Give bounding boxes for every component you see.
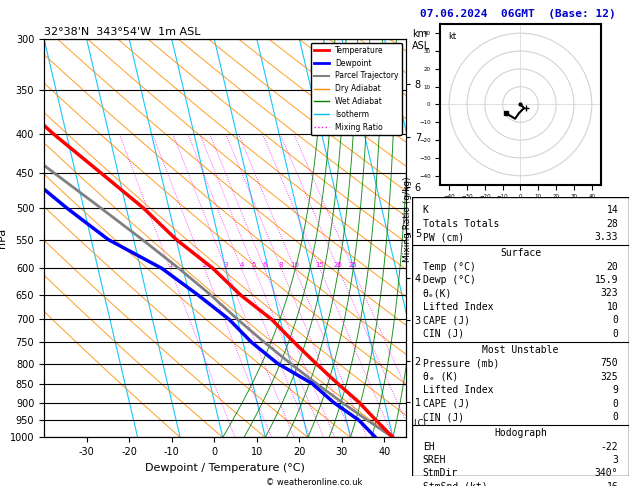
Text: Mixing Ratio (g/kg): Mixing Ratio (g/kg) — [403, 176, 412, 261]
Text: 16: 16 — [606, 482, 618, 486]
Text: EH: EH — [423, 442, 435, 451]
Text: 0: 0 — [612, 399, 618, 409]
Text: 14: 14 — [606, 205, 618, 215]
Text: 3: 3 — [223, 262, 228, 268]
Text: PW (cm): PW (cm) — [423, 232, 464, 242]
Legend: Temperature, Dewpoint, Parcel Trajectory, Dry Adiabat, Wet Adiabat, Isotherm, Mi: Temperature, Dewpoint, Parcel Trajectory… — [311, 43, 402, 135]
Text: 3.33: 3.33 — [594, 232, 618, 242]
Text: 10: 10 — [606, 302, 618, 312]
Text: LCL: LCL — [413, 419, 428, 428]
Text: 325: 325 — [601, 372, 618, 382]
Text: Totals Totals: Totals Totals — [423, 219, 499, 228]
Text: StmDir: StmDir — [423, 469, 458, 478]
Text: 4: 4 — [239, 262, 243, 268]
Text: 28: 28 — [606, 219, 618, 228]
Text: CIN (J): CIN (J) — [423, 412, 464, 422]
Text: 20: 20 — [333, 262, 343, 268]
Y-axis label: hPa: hPa — [0, 228, 7, 248]
Text: 1: 1 — [168, 262, 172, 268]
Text: kt: kt — [448, 32, 457, 41]
Text: Temp (°C): Temp (°C) — [423, 261, 476, 272]
Text: 32°38'N  343°54'W  1m ASL: 32°38'N 343°54'W 1m ASL — [44, 27, 201, 37]
Text: θₑ(K): θₑ(K) — [423, 289, 452, 298]
Text: CIN (J): CIN (J) — [423, 329, 464, 339]
Text: 8: 8 — [279, 262, 284, 268]
Text: 0: 0 — [612, 412, 618, 422]
Text: Lifted Index: Lifted Index — [423, 302, 493, 312]
Text: StmSpd (kt): StmSpd (kt) — [423, 482, 487, 486]
Text: θₑ (K): θₑ (K) — [423, 372, 458, 382]
Text: CAPE (J): CAPE (J) — [423, 315, 470, 325]
Text: 15.9: 15.9 — [594, 275, 618, 285]
Text: 0: 0 — [612, 329, 618, 339]
Text: km
ASL: km ASL — [412, 29, 430, 51]
Text: 340°: 340° — [594, 469, 618, 478]
Text: 10: 10 — [290, 262, 299, 268]
Text: Pressure (mb): Pressure (mb) — [423, 358, 499, 368]
Text: Hodograph: Hodograph — [494, 428, 547, 438]
Text: Lifted Index: Lifted Index — [423, 385, 493, 395]
Text: Surface: Surface — [500, 248, 541, 258]
Text: 0: 0 — [612, 315, 618, 325]
X-axis label: Dewpoint / Temperature (°C): Dewpoint / Temperature (°C) — [145, 463, 305, 473]
Text: 5: 5 — [252, 262, 256, 268]
Text: CAPE (J): CAPE (J) — [423, 399, 470, 409]
Text: 6: 6 — [262, 262, 267, 268]
Text: -22: -22 — [601, 442, 618, 451]
Text: 07.06.2024  06GMT  (Base: 12): 07.06.2024 06GMT (Base: 12) — [420, 9, 616, 19]
Text: SREH: SREH — [423, 455, 447, 465]
Text: 3: 3 — [612, 455, 618, 465]
Text: K: K — [423, 205, 429, 215]
Text: 323: 323 — [601, 289, 618, 298]
Text: 20: 20 — [606, 261, 618, 272]
Text: 25: 25 — [348, 262, 357, 268]
Text: 2: 2 — [203, 262, 207, 268]
Text: Most Unstable: Most Unstable — [482, 345, 559, 355]
Text: 9: 9 — [612, 385, 618, 395]
Text: 750: 750 — [601, 358, 618, 368]
Text: 15: 15 — [315, 262, 324, 268]
Text: © weatheronline.co.uk: © weatheronline.co.uk — [266, 478, 363, 486]
Text: Dewp (°C): Dewp (°C) — [423, 275, 476, 285]
